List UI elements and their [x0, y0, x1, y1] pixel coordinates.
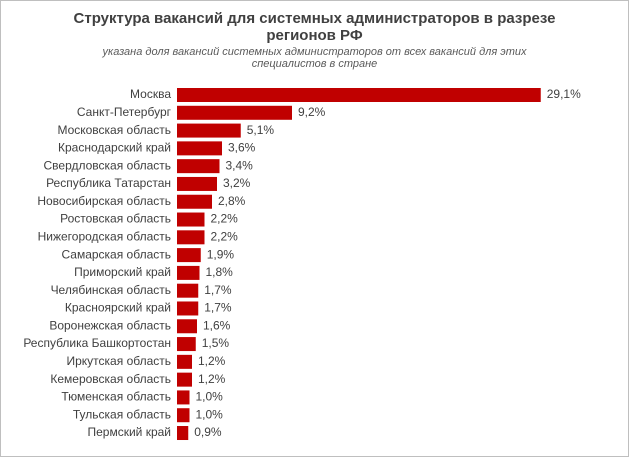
category-label: Нижегородская область	[38, 229, 171, 243]
category-label: Новосибирская область	[37, 194, 171, 208]
bar	[177, 248, 201, 263]
value-label: 0,9%	[194, 425, 222, 439]
value-label: 29,1%	[547, 87, 581, 101]
value-label: 1,6%	[203, 318, 231, 332]
bar	[177, 123, 241, 138]
bar	[177, 390, 190, 405]
bar	[177, 194, 212, 209]
value-label: 1,5%	[202, 336, 230, 350]
bar	[177, 426, 189, 441]
category-label: Московская область	[57, 123, 171, 137]
value-label: 3,4%	[226, 158, 254, 172]
value-label: 5,1%	[247, 123, 275, 137]
bar	[177, 141, 222, 156]
category-label: Краснодарский край	[58, 141, 171, 155]
category-label: Ростовская область	[60, 212, 171, 226]
bar	[177, 212, 205, 227]
category-label: Пермский край	[87, 425, 171, 439]
bar	[177, 354, 192, 369]
category-label: Свердловская область	[44, 158, 171, 172]
category-label: Иркутская область	[67, 354, 172, 368]
bar	[177, 337, 196, 352]
bar	[177, 230, 205, 245]
bar	[177, 176, 217, 191]
bar	[177, 265, 200, 280]
value-label: 1,9%	[207, 247, 235, 261]
value-label: 1,2%	[198, 354, 226, 368]
chart-subtitle: указана доля вакансий системных админист…	[102, 46, 527, 70]
value-label: 1,7%	[204, 301, 232, 315]
value-label: 1,0%	[196, 390, 224, 404]
category-label: Тульская область	[73, 407, 171, 421]
value-label: 2,8%	[218, 194, 246, 208]
value-label: 1,0%	[196, 407, 224, 421]
bar	[177, 105, 292, 120]
category-label: Санкт-Петербург	[77, 105, 172, 119]
chart-title: Структура вакансий для системных админис…	[73, 10, 556, 44]
bar	[177, 319, 197, 334]
value-label: 9,2%	[298, 105, 326, 119]
value-label: 1,8%	[206, 265, 234, 279]
bar	[177, 283, 199, 298]
value-label: 3,2%	[223, 176, 251, 190]
category-label: Челябинская область	[51, 283, 171, 297]
category-label: Приморский край	[74, 265, 171, 279]
value-label: 1,7%	[204, 283, 232, 297]
category-label: Самарская область	[61, 247, 171, 261]
category-label: Тюменская область	[61, 390, 171, 404]
category-label: Москва	[130, 87, 171, 101]
bar	[177, 88, 541, 102]
value-label: 2,2%	[211, 212, 239, 226]
category-label: Кемеровская область	[50, 372, 171, 386]
category-label: Республика Татарстан	[46, 176, 171, 190]
value-label: 2,2%	[211, 229, 239, 243]
bar	[177, 301, 199, 316]
category-label: Красноярский край	[65, 301, 171, 315]
category-label: Воронежская область	[49, 318, 171, 332]
category-label: Республика Башкортостан	[23, 336, 171, 350]
bar	[177, 159, 220, 174]
bar	[177, 372, 192, 387]
value-label: 1,2%	[198, 372, 226, 386]
bar	[177, 408, 190, 423]
value-label: 3,6%	[228, 141, 256, 155]
